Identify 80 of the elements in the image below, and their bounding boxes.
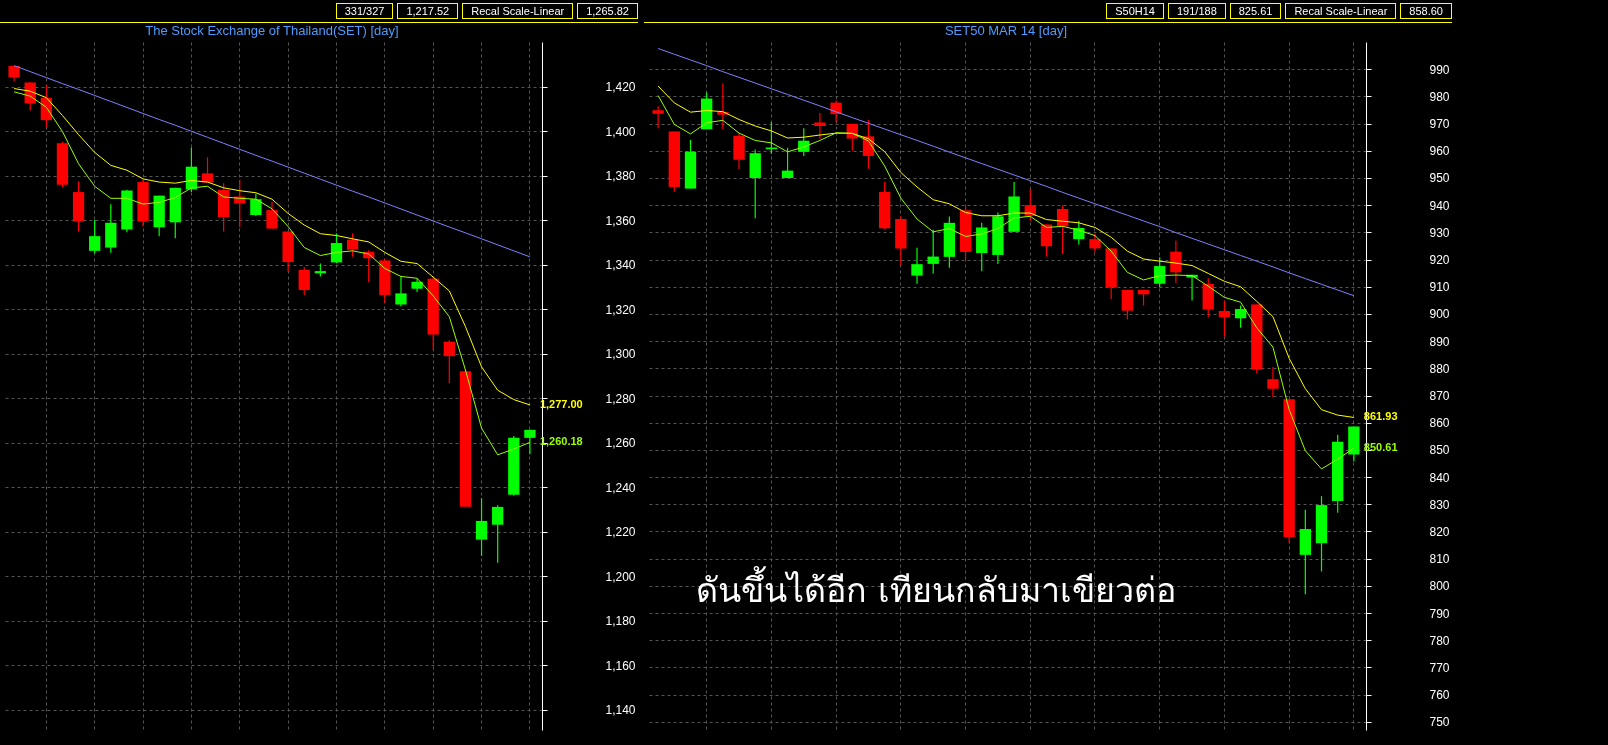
y-tick-label: 1,380 bbox=[605, 169, 636, 184]
y-tick-label: 820 bbox=[1429, 524, 1450, 539]
y-tick-label: 930 bbox=[1429, 225, 1450, 240]
text: 858.60 bbox=[1400, 3, 1452, 19]
text: Recal Scale-Linear bbox=[1285, 3, 1397, 19]
candlestick bbox=[1154, 256, 1166, 288]
y-tick-label: 790 bbox=[1429, 606, 1450, 621]
y-tick-label: 970 bbox=[1429, 117, 1450, 132]
y-tick-label: 960 bbox=[1429, 144, 1450, 159]
y-tick-label: 950 bbox=[1429, 171, 1450, 186]
text: S50H14 bbox=[1106, 3, 1164, 19]
y-tick-label: 830 bbox=[1429, 497, 1450, 512]
y-tick-label: 1,240 bbox=[605, 480, 636, 495]
candlestick bbox=[717, 82, 729, 130]
candlestick bbox=[927, 229, 939, 275]
candlestick bbox=[1234, 304, 1247, 329]
y-tick-label: 1,280 bbox=[605, 391, 636, 406]
y-tick-label: 910 bbox=[1429, 280, 1450, 295]
text: 191/188 bbox=[1167, 3, 1226, 19]
y-tick-label: 1,340 bbox=[605, 258, 636, 273]
y-tick-label: 810 bbox=[1429, 552, 1450, 567]
candlestick bbox=[781, 147, 794, 179]
y-tick-label: 880 bbox=[1429, 361, 1450, 376]
candlestick bbox=[266, 201, 278, 230]
candlestick bbox=[911, 247, 923, 285]
candlestick bbox=[395, 275, 407, 308]
candlestick bbox=[475, 497, 488, 557]
y-tick-label: 1,420 bbox=[605, 80, 636, 95]
candlestick bbox=[524, 429, 536, 455]
candlestick bbox=[250, 193, 262, 217]
candlestick bbox=[1218, 300, 1231, 338]
y-tick-label: 770 bbox=[1429, 660, 1450, 675]
candlestick bbox=[298, 266, 310, 296]
y-tick-label: 890 bbox=[1429, 334, 1450, 349]
y-tick-label: 900 bbox=[1429, 307, 1450, 322]
y-tick-label: 1,300 bbox=[605, 347, 636, 362]
text: 331/327 bbox=[335, 3, 394, 19]
text: ดันขึ้นได้อีก เทียนกลับมาเขียวต่อ bbox=[696, 566, 1177, 611]
line-series bbox=[657, 48, 1355, 297]
y-tick-label: 1,200 bbox=[605, 569, 636, 584]
candlestick bbox=[652, 105, 664, 129]
y-tick-label: 780 bbox=[1429, 633, 1450, 648]
candlestick bbox=[733, 132, 745, 170]
y-tick-label: 760 bbox=[1429, 688, 1450, 703]
line-series bbox=[657, 85, 1355, 418]
candlestick bbox=[201, 156, 214, 184]
y-tick-label: 1,260 bbox=[605, 436, 636, 451]
chart-title: SET50 MAR 14 [day] bbox=[944, 23, 1068, 38]
y-tick-label: 940 bbox=[1429, 198, 1450, 213]
y-tick-label: 800 bbox=[1429, 579, 1450, 594]
candlestick bbox=[1267, 366, 1279, 399]
y-tick-label: 1,360 bbox=[605, 213, 636, 228]
candlestick bbox=[1089, 232, 1101, 254]
candlestick bbox=[1121, 289, 1134, 320]
y-tick-label: 990 bbox=[1429, 62, 1450, 77]
candlestick bbox=[89, 219, 101, 254]
y-tick-label: 870 bbox=[1429, 389, 1450, 404]
y-tick-label: 1,220 bbox=[605, 525, 636, 540]
text: 825.61 bbox=[1229, 3, 1282, 19]
candlestick bbox=[443, 339, 455, 384]
candlestick bbox=[492, 504, 504, 564]
y-tick-label: 980 bbox=[1429, 89, 1450, 104]
y-tick-label: 1,400 bbox=[605, 124, 636, 139]
y-tick-label: 860 bbox=[1429, 416, 1450, 431]
y-tick-label: 1,320 bbox=[605, 302, 636, 317]
candlestick bbox=[1170, 239, 1182, 284]
text: 1,265.82 bbox=[577, 3, 638, 19]
y-tick-label: 750 bbox=[1429, 715, 1450, 730]
text: Recal Scale-Linear bbox=[462, 3, 574, 19]
candlestick bbox=[1040, 223, 1053, 258]
y-tick-label: 1,180 bbox=[605, 614, 636, 629]
y-tick-label: 920 bbox=[1429, 253, 1450, 268]
text: 1,217.52 bbox=[397, 3, 459, 19]
y-tick-label: 850 bbox=[1429, 443, 1450, 458]
candlestick bbox=[346, 232, 359, 258]
chart-title: The Stock Exchange of Thailand(SET) [day] bbox=[145, 23, 399, 38]
y-tick-label: 840 bbox=[1429, 470, 1450, 485]
y-tick-label: 1,140 bbox=[605, 703, 636, 718]
candlestick bbox=[814, 112, 826, 140]
y-tick-label: 1,160 bbox=[605, 658, 636, 673]
